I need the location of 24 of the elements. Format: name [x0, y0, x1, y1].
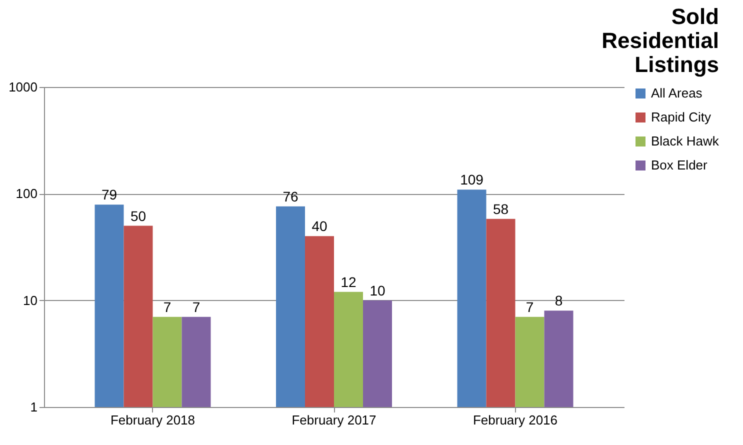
data-label: 76	[282, 188, 298, 204]
legend-label: Black Hawk	[651, 134, 720, 148]
data-label: 7	[163, 298, 172, 315]
y-tick-label: 1	[30, 400, 38, 414]
data-label: 8	[554, 292, 563, 309]
data-label: 7	[192, 298, 200, 315]
x-tick-label: February 2018	[110, 412, 196, 428]
x-tick-label: February 2016	[472, 412, 558, 428]
data-label: 12	[340, 274, 356, 290]
y-tick-label: 100	[16, 186, 38, 202]
data-label: 10	[370, 282, 386, 298]
y-tick-label: 1000	[8, 80, 38, 94]
chart-title: Sold Residential Listings	[602, 4, 719, 77]
legend-label: Box Elder	[651, 158, 708, 172]
data-label: 50	[130, 208, 146, 224]
data-label: 40	[312, 218, 328, 234]
data-label: 79	[101, 186, 118, 203]
data-label: 109	[460, 172, 484, 188]
data-label: 7	[526, 298, 534, 315]
data-label: 58	[492, 200, 509, 217]
legend-label: Rapid City	[651, 110, 712, 124]
x-tick-label: February 2017	[292, 412, 376, 428]
legend-label: All Areas	[651, 86, 703, 100]
y-tick-label: 10	[23, 292, 38, 308]
